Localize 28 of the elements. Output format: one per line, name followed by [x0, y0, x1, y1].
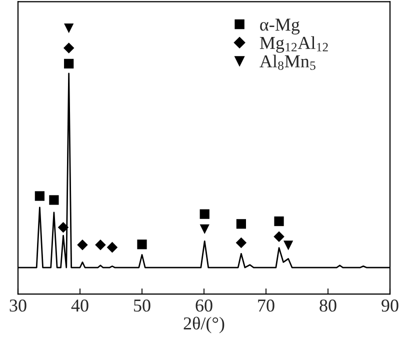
point: [274, 231, 284, 242]
point: [63, 42, 74, 54]
legend-label: α-Mg: [260, 18, 300, 34]
point: [200, 209, 210, 219]
point: [64, 23, 74, 34]
point: [106, 242, 118, 253]
x-tick-label: 80: [320, 299, 336, 312]
point: [49, 195, 59, 205]
point: [236, 237, 247, 248]
point: [284, 240, 294, 250]
point: [200, 224, 210, 234]
point: [34, 191, 45, 201]
point: [64, 58, 74, 68]
legend-label: Mg$_{12}$Al$_{12}$: [260, 36, 328, 53]
x-tick-label: 90: [382, 299, 398, 312]
x-tick-label: 50: [134, 299, 150, 312]
point: [137, 240, 147, 250]
x-tick-label: 60: [196, 299, 212, 312]
point: [58, 222, 69, 233]
x-tick-label: 70: [258, 299, 274, 312]
x-tick-label: 40: [71, 299, 88, 312]
legend-label: Al$_{8}$Mn$_{5}$: [260, 54, 316, 70]
x-axis-title: 2θ/(°): [184, 316, 224, 334]
point: [236, 219, 246, 229]
point: [95, 240, 106, 250]
point: [274, 216, 284, 226]
point: [77, 240, 88, 250]
x-tick-label: 30: [10, 299, 26, 312]
